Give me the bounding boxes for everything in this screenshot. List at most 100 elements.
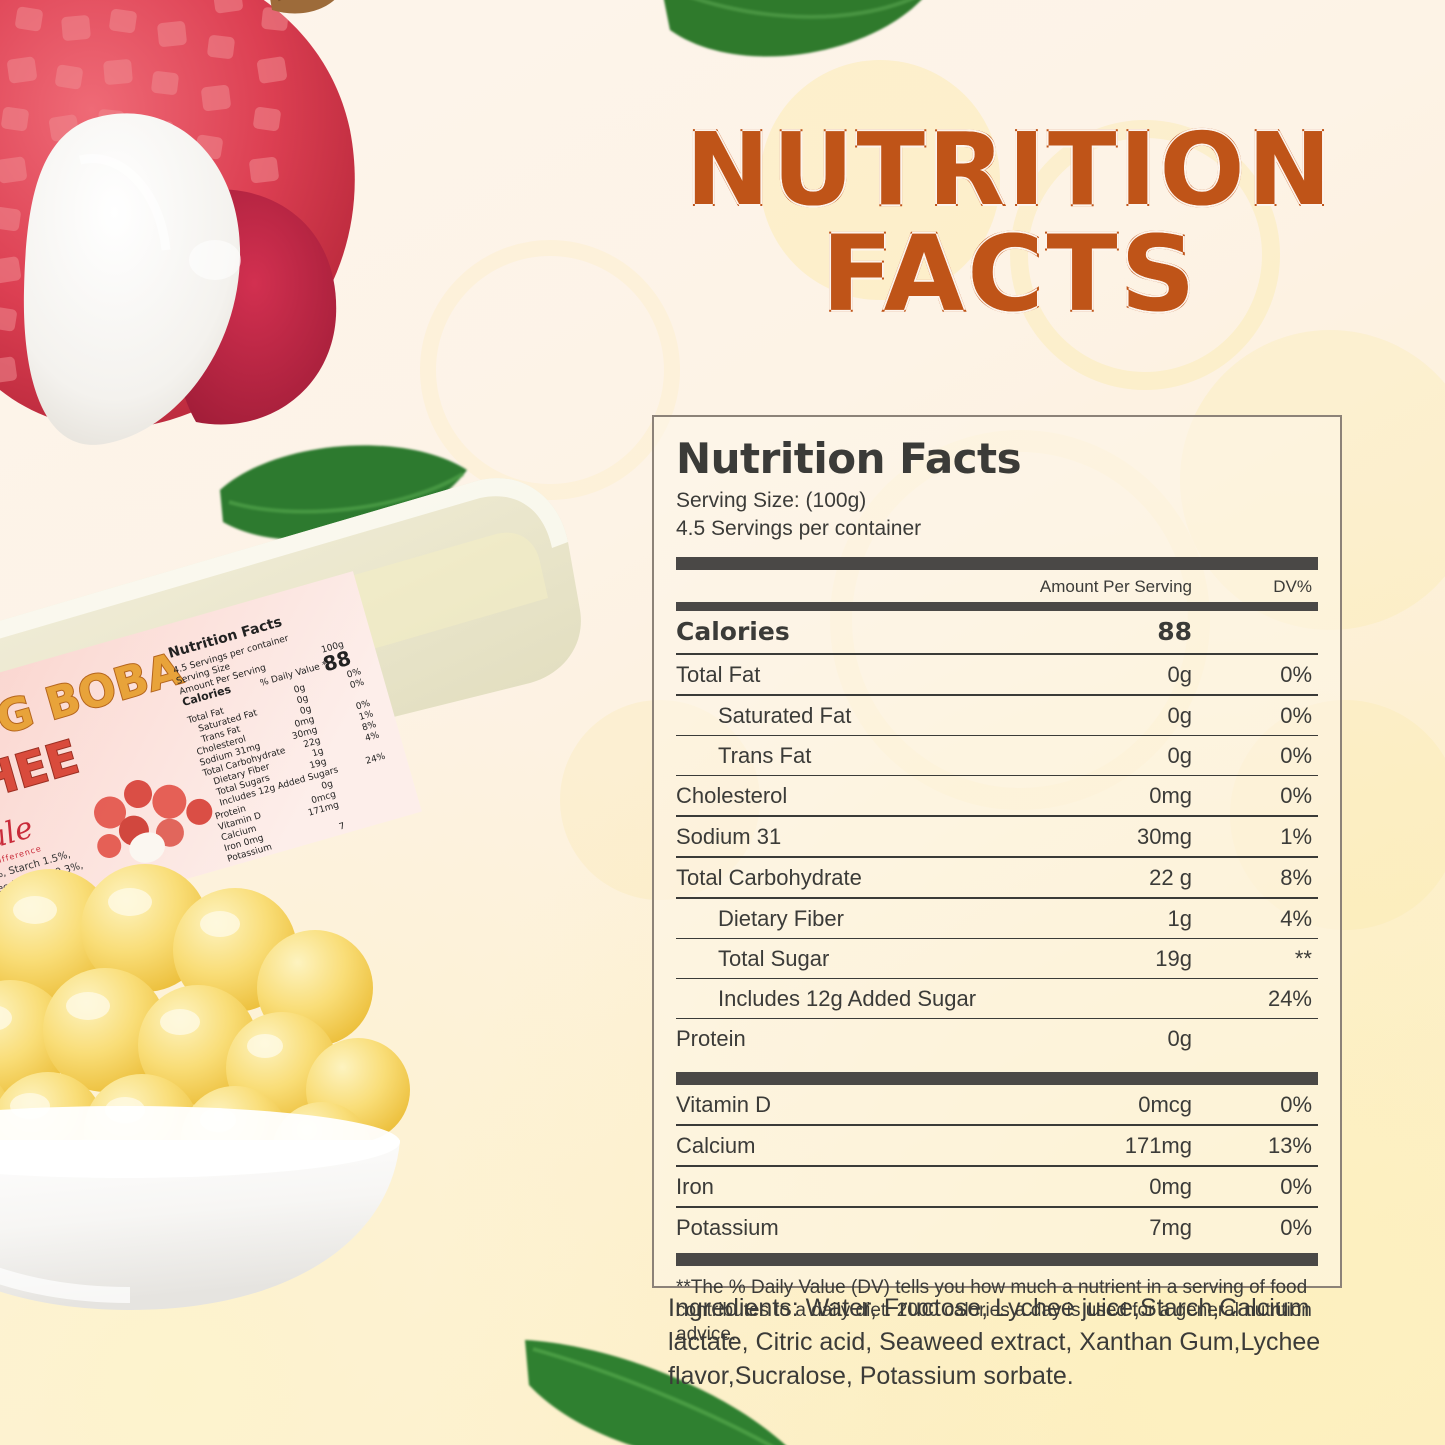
- svg-text:4.5 Servings per container: 4.5 Servings per container: [172, 634, 290, 677]
- svg-text:Total Fat: Total Fat: [186, 706, 226, 726]
- daily-value-footnote: **The % Daily Value (DV) tells you how m…: [676, 1276, 1312, 1346]
- nutrient-amount: 19g: [1155, 945, 1192, 971]
- svg-text:0g: 0g: [320, 779, 334, 792]
- hero-title-line1: NUTRITION: [684, 111, 1335, 228]
- nutrient-name: Sodium 31: [676, 823, 782, 849]
- leaf-decoration-top: [650, 0, 940, 110]
- nutrient-name: Potassium: [676, 1214, 779, 1240]
- table-row: Calcium 171mg 13%: [676, 1126, 1318, 1167]
- product-tub-image: POPPING BOBA LYCHEE Fanale Taste the Dif…: [0, 470, 620, 1029]
- table-row: Total Fat 0g 0%: [676, 655, 1318, 696]
- nutrient-amount: 22 g: [1149, 864, 1192, 890]
- nutrient-amount: 171mg: [1124, 1132, 1192, 1158]
- table-row: Vitamin D 0mcg 0%: [676, 1085, 1318, 1126]
- table-row: Total Carbohydrate 22 g 8%: [676, 858, 1318, 899]
- nutrient-dv: **: [1294, 945, 1312, 971]
- nutrient-name: Total Fat: [676, 661, 761, 687]
- tub-product-name-line2: LYCHEE: [0, 729, 84, 833]
- nutrient-amount: 30mg: [1136, 823, 1192, 849]
- svg-text:0mcg: 0mcg: [310, 790, 337, 807]
- micronutrient-rows: Vitamin D 0mcg 0% Calcium 171mg 13% Iron 0mg 0% P…: [676, 1085, 1318, 1247]
- nutrient-name: Protein: [676, 1025, 746, 1051]
- nutrient-amount: 0g: [1167, 702, 1192, 728]
- hero-title: NUTRITION FACTS: [660, 111, 1360, 335]
- table-row: Cholesterol 0mg 0%: [676, 776, 1318, 817]
- nutrient-rows: Calories 88 Total Fat 0g 0% Saturated Fat 0g 0%…: [676, 611, 1318, 1058]
- nutrient-dv: 1%: [1280, 823, 1312, 849]
- svg-text:% Daily Value *: % Daily Value *: [259, 660, 329, 689]
- svg-text:Calcium: Calcium: [220, 824, 258, 844]
- nutrient-dv: 8%: [1280, 864, 1312, 890]
- svg-text:Fructose 16.7%, Lychee juice 1: Fructose 16.7%, Lychee juice 14.5%, Star…: [0, 849, 72, 929]
- svg-text:Total Sugars: Total Sugars: [215, 773, 272, 798]
- table-row: Includes 12g Added Sugar 24%: [676, 979, 1318, 1019]
- nutrient-name: Iron: [676, 1173, 714, 1199]
- background-bubble-ring: [420, 240, 680, 500]
- table-row: Protein 0g: [676, 1019, 1318, 1058]
- svg-text:Sandoval Way Hayward CA 94544: Sandoval Way Hayward CA 94544 USA Tel:: [0, 959, 65, 990]
- nutrient-dv: 0%: [1280, 661, 1312, 687]
- nutrient-name: Dietary Fiber: [718, 905, 844, 931]
- svg-text:24%: 24%: [365, 752, 387, 767]
- svg-text:0%: 0%: [346, 667, 363, 681]
- nutrient-amount: 0mg: [1149, 1173, 1192, 1199]
- nutrient-name: Calories: [676, 616, 790, 646]
- svg-text:0g: 0g: [299, 704, 313, 717]
- svg-text:Protein: Protein: [214, 804, 247, 822]
- ingredients-text: Ingredients: Water, Fructose, Lychee jui…: [668, 1294, 1321, 1390]
- nutrient-dv: 0%: [1280, 1214, 1312, 1240]
- table-row: Potassium 7mg 0%: [676, 1208, 1318, 1247]
- divider-bar-bottom: [676, 1252, 1318, 1266]
- svg-text:0mg: 0mg: [294, 715, 316, 730]
- svg-text:19g: 19g: [309, 757, 328, 771]
- hero-title-line2: FACTS: [820, 213, 1199, 335]
- column-header-spacer: [676, 577, 1026, 597]
- svg-text:7: 7: [338, 821, 346, 832]
- nutrient-amount: 0g: [1167, 742, 1192, 768]
- nutrient-dv: 24%: [1267, 985, 1312, 1011]
- nutrient-amount: 0g: [1167, 1025, 1192, 1051]
- nutrient-dv: 4%: [1280, 905, 1312, 931]
- nutrient-name: Calcium: [676, 1132, 756, 1158]
- nutrient-name: Includes 12g Added Sugar: [718, 985, 977, 1011]
- lychee-fruit-image: [0, 0, 440, 460]
- svg-text:8%: 8%: [361, 720, 378, 734]
- leaf-decoration-lychee: [215, 430, 475, 580]
- nutrient-name: Trans Fat: [718, 742, 812, 768]
- nutrient-dv: 0%: [1280, 1091, 1312, 1117]
- table-row: Dietary Fiber 1g 4%: [676, 899, 1318, 939]
- svg-text:Sodium 31mg: Sodium 31mg: [199, 742, 262, 769]
- svg-text:Taste the Difference: Taste the Difference: [0, 844, 43, 881]
- nutrient-amount: 7mg: [1149, 1214, 1192, 1240]
- tub-brand-name: Fanale: [0, 810, 37, 872]
- svg-text:Dietary Fiber: Dietary Fiber: [212, 762, 271, 788]
- svg-text:Includes 12g Added Sugars: Includes 12g Added Sugars: [219, 765, 340, 809]
- nutrient-dv: 0%: [1280, 702, 1312, 728]
- nutrient-dv: 0%: [1280, 742, 1312, 768]
- nutrient-amount: 88: [1157, 616, 1192, 646]
- table-row: Sodium 31 30mg 1%: [676, 817, 1318, 858]
- table-row: Iron 0mg 0%: [676, 1167, 1318, 1208]
- svg-text:Iron 0mg: Iron 0mg: [223, 833, 265, 854]
- nutrient-name: Total Sugar: [718, 945, 830, 971]
- nutrition-facts-panel: Nutrition Facts Serving Size: (100g) 4.5…: [652, 415, 1342, 1345]
- nutrient-dv: 0%: [1280, 1173, 1312, 1199]
- svg-text:Vitamin D: Vitamin D: [217, 811, 262, 833]
- svg-text:22g: 22g: [303, 736, 322, 750]
- nutrient-dv: 0%: [1280, 782, 1312, 808]
- servings-per-container: 4.5 Servings per container: [676, 516, 922, 540]
- nutrient-amount: 0mg: [1149, 782, 1192, 808]
- svg-text:Potassium: Potassium: [226, 842, 273, 864]
- column-headers: Amount Per Serving DV%: [676, 570, 1318, 602]
- svg-text:171mg: 171mg: [307, 800, 340, 818]
- svg-text:0g: 0g: [296, 694, 310, 707]
- svg-text:Total Carbohydrate: Total Carbohydrate: [201, 746, 287, 780]
- svg-text:Saturated Fat: Saturated Fat: [197, 708, 259, 734]
- svg-text:Serving Size: Serving Size: [175, 662, 232, 687]
- svg-text:1g: 1g: [311, 746, 325, 759]
- svg-text:100g: 100g: [320, 640, 345, 656]
- svg-text:88: 88: [320, 646, 353, 677]
- svg-text:3%, Citric acid (E330) 0.5%, S: 3%, Citric acid (E330) 0.5%, Seaweed ext…: [0, 860, 85, 942]
- serving-size: Serving Size: (100g): [676, 489, 867, 513]
